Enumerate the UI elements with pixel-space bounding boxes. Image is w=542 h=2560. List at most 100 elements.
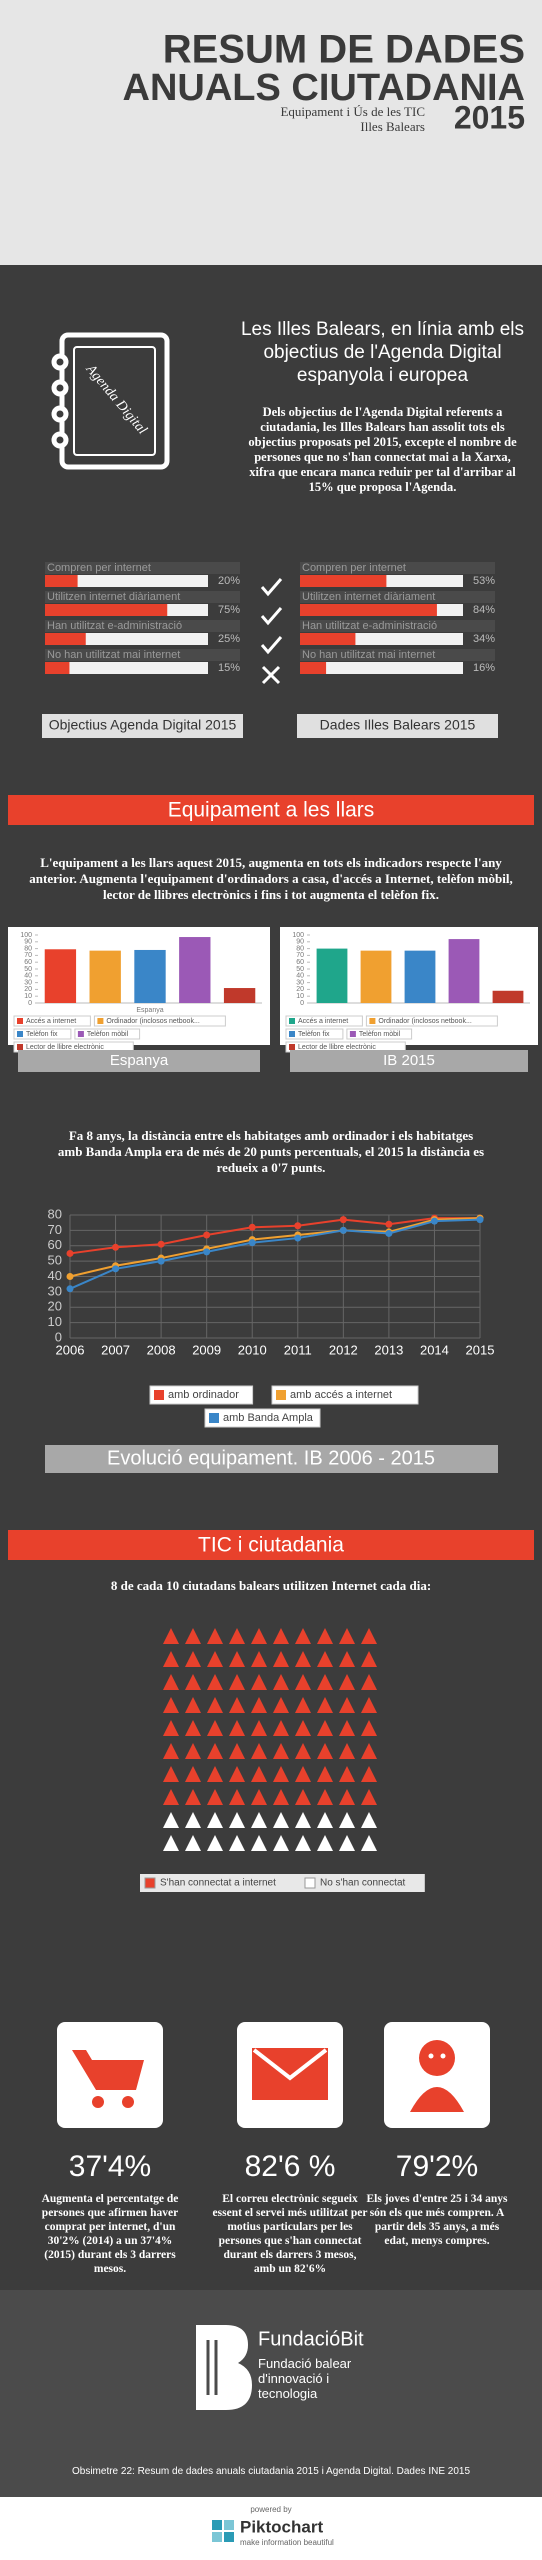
y-tick-label: 0 <box>55 1329 62 1344</box>
bar <box>179 937 211 1003</box>
x-tick-label: Espanya <box>136 1007 163 1014</box>
caption: Dades Illes Balears 2015 <box>320 717 476 733</box>
banner <box>8 1530 534 1560</box>
bar <box>360 950 392 1003</box>
row-label: No han utilitzat mai internet <box>302 649 435 661</box>
pictogram-unit <box>361 1628 377 1644</box>
pictogram-unit <box>317 1651 333 1667</box>
pictogram-unit <box>207 1812 223 1828</box>
y-tick-label: 40 <box>48 1268 62 1283</box>
pictogram-unit <box>361 1789 377 1805</box>
source: Obsimetre 22: Resum de dades anuals ciut… <box>71 2466 471 2477</box>
pictogram-unit <box>295 1812 311 1828</box>
row-band <box>300 620 495 632</box>
pictogram-unit <box>273 1812 289 1828</box>
pictogram-unit <box>339 1743 355 1759</box>
y-tick-label: 60 <box>24 959 32 966</box>
value-label: 15% <box>218 662 240 674</box>
pictogram-unit <box>295 1720 311 1736</box>
pictogram-unit <box>185 1628 201 1644</box>
value-label: 53% <box>473 575 495 587</box>
legend-box <box>285 1028 344 1040</box>
legend-swatch <box>144 1877 156 1889</box>
pictogram-unit <box>229 1743 245 1759</box>
y-tick-label: 50 <box>48 1253 62 1268</box>
legend-swatch <box>17 1044 23 1050</box>
pictogram-unit <box>273 1674 289 1690</box>
row-label: Utilitzen internet diàriament <box>302 591 435 603</box>
pictogram-unit <box>339 1812 355 1828</box>
y-tick-label: 20 <box>24 986 32 993</box>
pictogram-unit <box>185 1674 201 1690</box>
pictogram-unit <box>207 1720 223 1736</box>
legend-swatch <box>304 1877 316 1889</box>
point <box>385 1229 393 1237</box>
y-tick-label: 80 <box>48 1206 62 1221</box>
pictogram-unit <box>207 1766 223 1782</box>
legend-label: Telèfon mòbil <box>87 1031 129 1038</box>
legend-swatch <box>209 1413 219 1423</box>
legend-box <box>93 1015 226 1027</box>
stat-value: 79'2% <box>395 2150 479 2183</box>
notebook-label: Agenda Digital <box>82 361 149 437</box>
stat-text: Augmenta el percentatge de persones que … <box>41 2193 179 2275</box>
pictogram-unit <box>251 1651 267 1667</box>
legend-label: Telèfon mòbil <box>359 1031 401 1038</box>
value-label: 20% <box>218 575 240 587</box>
value-label: 16% <box>473 662 495 674</box>
legend-label: amb Banda Ampla <box>223 1412 314 1424</box>
point <box>112 1243 120 1251</box>
pictogram-unit <box>339 1835 355 1851</box>
bar <box>45 633 86 645</box>
point <box>294 1222 302 1230</box>
pictogram-unit <box>251 1812 267 1828</box>
bar-track <box>45 662 208 674</box>
y-tick-label: 70 <box>48 1222 62 1237</box>
caption-box <box>45 1445 498 1473</box>
pictogram-unit <box>207 1789 223 1805</box>
bar <box>300 662 327 674</box>
section-text: L'equipament a les llars aquest 2015, au… <box>29 855 513 902</box>
bar <box>45 662 70 674</box>
point <box>430 1217 438 1225</box>
legend-swatch <box>289 1044 295 1050</box>
y-tick-label: 60 <box>296 959 304 966</box>
pictogram-unit <box>251 1720 267 1736</box>
pictogram-unit <box>273 1743 289 1759</box>
pictogram-unit <box>163 1766 179 1782</box>
y-tick-label: 70 <box>296 952 304 959</box>
pictogram-unit <box>339 1628 355 1644</box>
title: ANUALS CIUTADANIA <box>123 67 526 109</box>
stat-text: Els joves d'entre 25 i 34 anys són els q… <box>366 2193 508 2247</box>
legend-box <box>285 1015 363 1027</box>
pictogram-unit <box>207 1743 223 1759</box>
pictogram-unit <box>317 1789 333 1805</box>
y-tick-label: 30 <box>48 1283 62 1298</box>
section-text: 8 de cada 10 ciutadans balears utilitzen… <box>110 1578 432 1593</box>
point <box>294 1234 302 1242</box>
legend-box <box>300 1874 425 1892</box>
y-tick-label: 50 <box>296 966 304 973</box>
section-text: Fa 8 anys, la distància entre els habita… <box>57 1128 485 1175</box>
legend-swatch <box>154 1390 164 1400</box>
pictogram-unit <box>251 1835 267 1851</box>
legend-box <box>271 1385 419 1405</box>
pictogram-unit <box>295 1789 311 1805</box>
caption: IB 2015 <box>383 1052 435 1069</box>
row-band <box>300 649 495 661</box>
section-text: Dels objectius de l'Agenda Digital refer… <box>248 405 517 494</box>
banner-title: Equipament a les llars <box>168 799 375 822</box>
bar-track <box>45 575 208 587</box>
pictogram-unit <box>295 1766 311 1782</box>
point <box>112 1265 120 1273</box>
pictogram-unit <box>229 1720 245 1736</box>
bar <box>448 939 480 1003</box>
pictogram-unit <box>361 1651 377 1667</box>
brand: Piktochart <box>240 2517 323 2536</box>
mail-icon <box>252 2048 328 2100</box>
caption-box <box>42 714 243 738</box>
cart-icon <box>72 2050 144 2108</box>
caption: Evolució equipament. IB 2006 - 2015 <box>107 1447 435 1469</box>
pictogram-unit <box>295 1743 311 1759</box>
check-icons <box>260 578 283 685</box>
